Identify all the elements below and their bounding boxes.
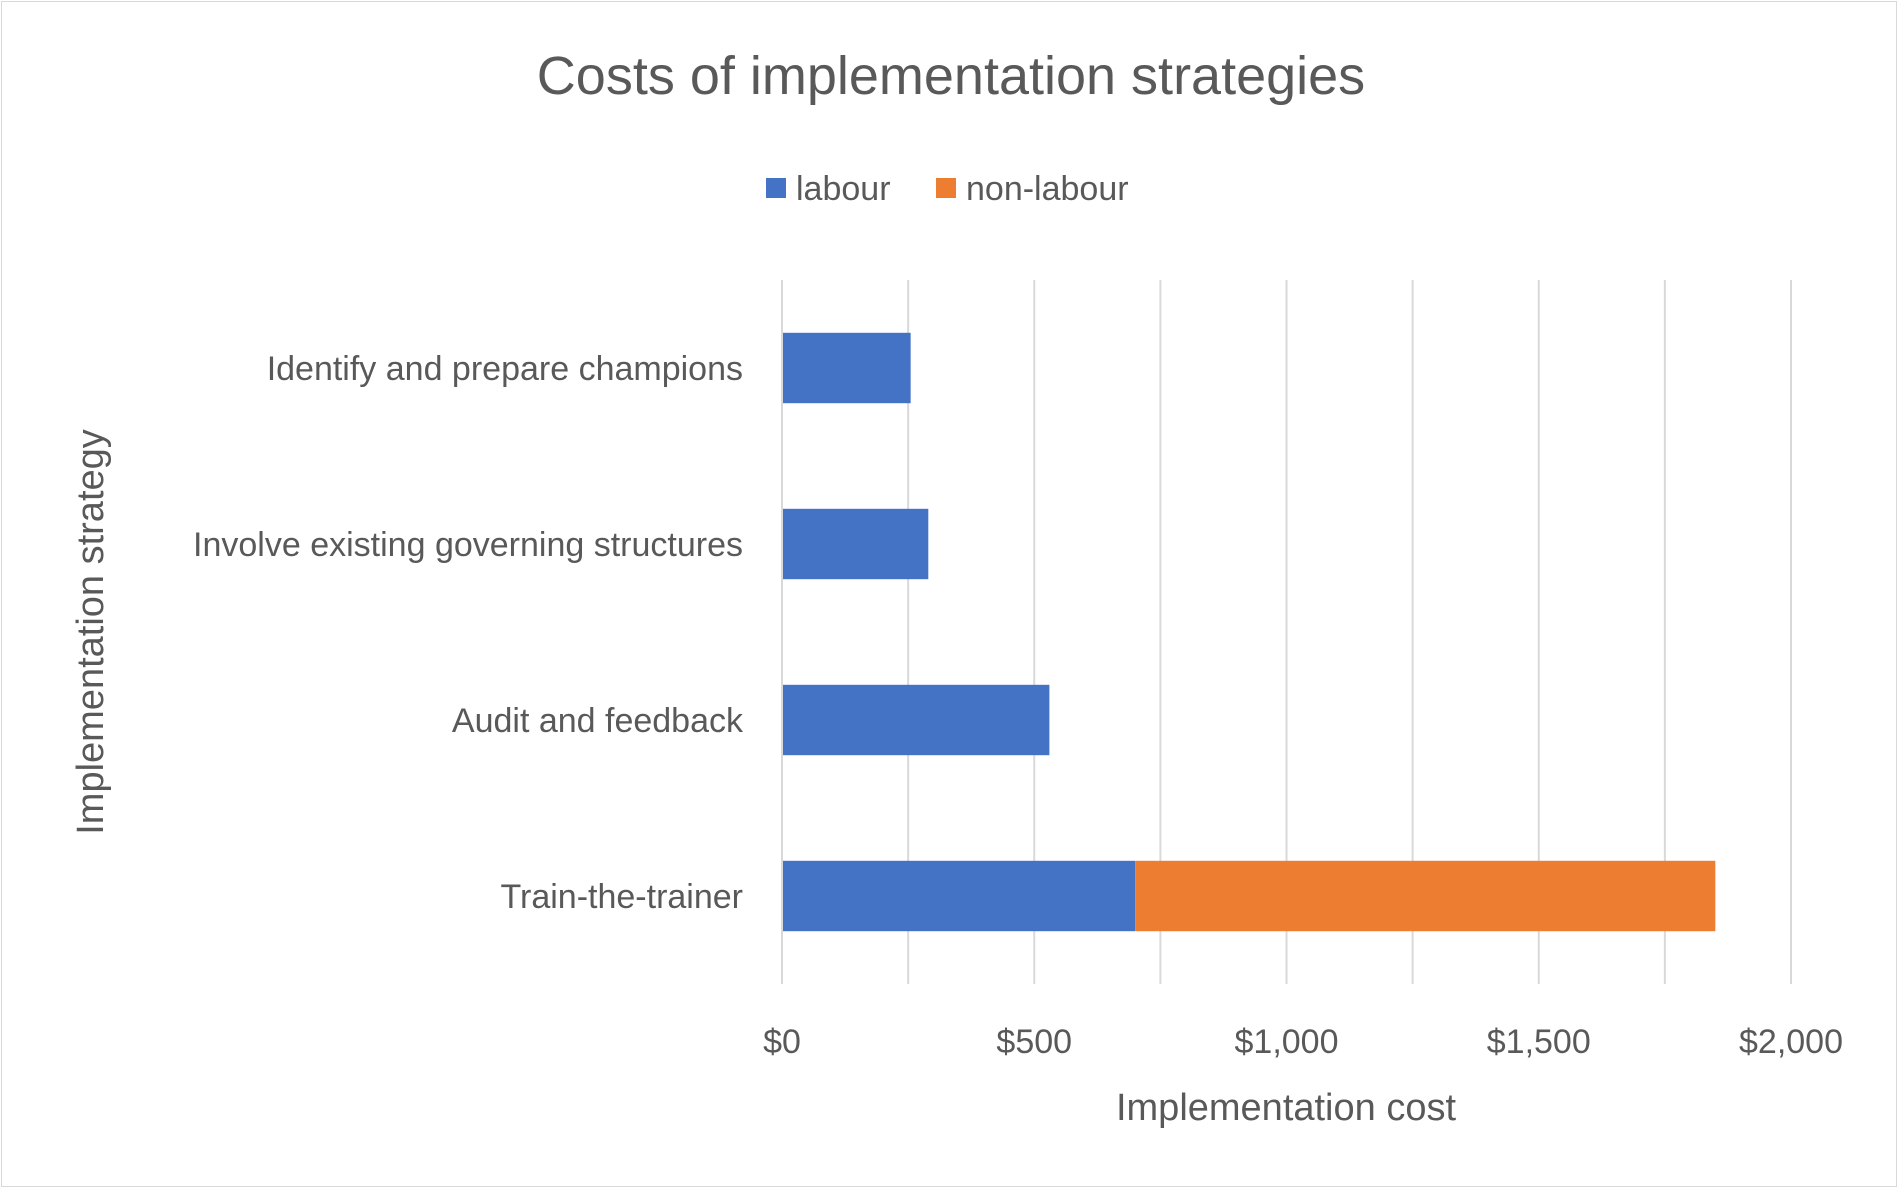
bars [782, 332, 1716, 932]
legend-label: non-labour [966, 170, 1129, 208]
category-label: Train-the-trainer [501, 878, 743, 916]
legend: labour non-labour [766, 170, 1129, 208]
bar-labour [782, 332, 911, 404]
x-tick-labels: $0 $500 $1,000 $1,500 $2,000 [763, 1023, 1843, 1061]
legend-swatch [766, 178, 786, 198]
bar-labour [782, 508, 929, 580]
y-axis-title: Implementation strategy [70, 429, 112, 835]
category-label: Audit and feedback [452, 702, 744, 740]
chart-title: Costs of implementation strategies [537, 46, 1365, 106]
gridlines [907, 280, 1792, 984]
bar-labour [782, 860, 1136, 932]
bar-non-labour [1135, 860, 1716, 932]
x-tick-label: $2,000 [1739, 1023, 1843, 1061]
x-tick-label: $0 [763, 1023, 801, 1061]
bar-labour [782, 684, 1050, 756]
category-label: Involve existing governing structures [193, 526, 743, 564]
category-label: Identify and prepare champions [267, 350, 743, 388]
legend-label: labour [796, 170, 891, 208]
x-tick-label: $1,500 [1487, 1023, 1591, 1061]
category-labels: Identify and prepare champions Involve ex… [193, 350, 744, 916]
x-tick-label: $500 [996, 1023, 1072, 1061]
x-axis-title: Implementation cost [1116, 1087, 1456, 1129]
legend-swatch [936, 178, 956, 198]
x-tick-label: $1,000 [1235, 1023, 1339, 1061]
